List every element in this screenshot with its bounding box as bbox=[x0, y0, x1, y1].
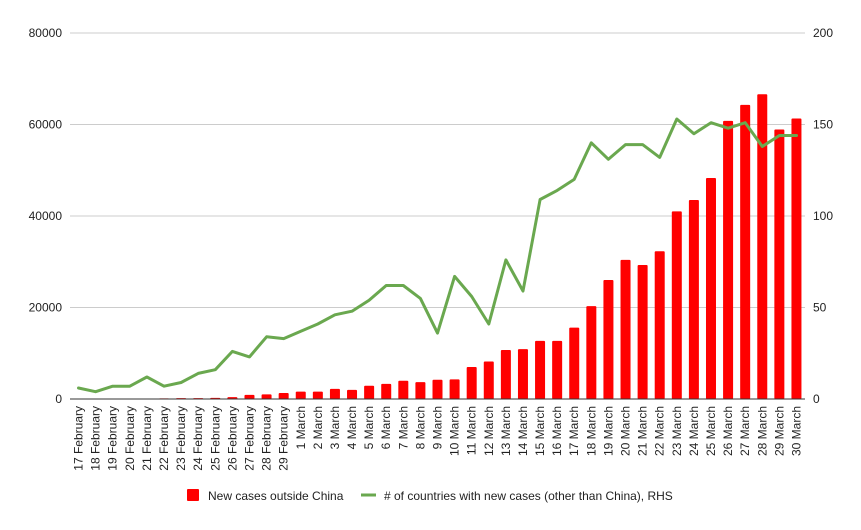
legend-label-line: # of countries with new cases (other tha… bbox=[384, 489, 673, 503]
bar bbox=[535, 340, 546, 399]
bar bbox=[312, 391, 323, 399]
x-tick-label: 29 March bbox=[772, 406, 786, 456]
y-left-tick-label: 0 bbox=[55, 392, 62, 406]
legend-label-bar: New cases outside China bbox=[208, 489, 344, 503]
right-axis-ticks: 0 50 100 150 200 bbox=[813, 26, 833, 406]
x-tick-label: 12 March bbox=[482, 406, 496, 456]
bar bbox=[347, 389, 358, 399]
x-tick-label: 10 March bbox=[448, 406, 462, 456]
x-tick-label: 21 February bbox=[140, 406, 154, 471]
x-tick-label: 18 February bbox=[89, 406, 103, 471]
y-left-tick-label: 60000 bbox=[29, 118, 63, 132]
x-tick-label: 23 March bbox=[670, 406, 684, 456]
x-tick-label: 9 March bbox=[431, 406, 445, 449]
bar bbox=[244, 394, 255, 399]
bar bbox=[398, 380, 409, 399]
bar bbox=[637, 264, 648, 399]
x-tick-label: 24 March bbox=[687, 406, 701, 456]
x-tick-label: 28 February bbox=[260, 406, 274, 471]
bar bbox=[791, 118, 802, 400]
x-tick-label: 26 March bbox=[721, 406, 735, 456]
x-tick-label: 23 February bbox=[174, 406, 188, 471]
bar bbox=[278, 393, 289, 399]
bar bbox=[552, 340, 563, 399]
x-tick-label: 22 February bbox=[157, 406, 171, 471]
x-tick-label: 15 March bbox=[533, 406, 547, 456]
x-tick-label: 28 March bbox=[755, 406, 769, 456]
x-tick-label: 17 February bbox=[72, 406, 86, 471]
x-tick-label: 24 February bbox=[191, 406, 205, 471]
legend-swatch-bar bbox=[187, 489, 199, 501]
bar bbox=[586, 306, 597, 399]
x-tick-label: 21 March bbox=[636, 406, 650, 456]
x-tick-label: 2 March bbox=[311, 406, 325, 449]
x-tick-label: 11 March bbox=[465, 406, 479, 455]
x-tick-label: 14 March bbox=[516, 406, 530, 456]
x-tick-label: 19 February bbox=[106, 406, 120, 471]
bar bbox=[483, 361, 494, 399]
x-tick-label: 20 February bbox=[123, 406, 137, 471]
x-tick-label: 7 March bbox=[396, 406, 410, 449]
x-tick-label: 20 March bbox=[619, 406, 633, 456]
bar bbox=[740, 104, 751, 399]
bar bbox=[688, 199, 699, 399]
bar bbox=[261, 394, 272, 399]
y-left-tick-label: 80000 bbox=[29, 26, 63, 40]
y-right-tick-label: 150 bbox=[813, 118, 833, 132]
bar bbox=[723, 120, 734, 399]
x-tick-label: 16 March bbox=[550, 406, 564, 456]
series-line bbox=[77, 117, 798, 394]
y-right-tick-label: 50 bbox=[813, 301, 827, 315]
bar bbox=[329, 388, 340, 399]
x-tick-label: 4 March bbox=[345, 406, 359, 449]
y-left-tick-label: 40000 bbox=[29, 209, 63, 223]
x-tick-label: 17 March bbox=[567, 406, 581, 456]
bar bbox=[466, 366, 477, 399]
x-tick-label: 27 March bbox=[738, 406, 752, 456]
bar bbox=[774, 129, 785, 399]
gridlines bbox=[70, 32, 805, 308]
x-tick-label: 29 February bbox=[277, 406, 291, 471]
y-right-tick-label: 0 bbox=[813, 392, 820, 406]
bar bbox=[671, 211, 682, 399]
bar bbox=[295, 391, 306, 399]
x-tick-label: 5 March bbox=[362, 406, 376, 449]
x-tick-label: 6 March bbox=[379, 406, 393, 449]
bar bbox=[449, 379, 460, 399]
x-tick-label: 22 March bbox=[653, 406, 667, 456]
y-left-tick-label: 20000 bbox=[29, 301, 63, 315]
x-tick-label: 30 March bbox=[790, 406, 804, 456]
bar-series bbox=[73, 94, 802, 400]
bar bbox=[654, 251, 665, 399]
bar bbox=[381, 383, 392, 399]
x-tick-label: 25 February bbox=[208, 406, 222, 471]
x-tick-label: 1 March bbox=[294, 406, 308, 449]
y-right-tick-label: 100 bbox=[813, 209, 833, 223]
bar bbox=[517, 349, 528, 399]
x-tick-label: 25 March bbox=[704, 406, 718, 456]
left-axis-ticks: 0 20000 40000 60000 80000 bbox=[29, 26, 63, 406]
x-tick-label: 26 February bbox=[225, 406, 239, 471]
bar bbox=[705, 178, 716, 399]
y-right-tick-label: 200 bbox=[813, 26, 833, 40]
x-tick-label: 3 March bbox=[328, 406, 342, 449]
x-tick-label: 18 March bbox=[584, 406, 598, 456]
bar bbox=[757, 94, 768, 400]
bar bbox=[364, 385, 375, 399]
bar bbox=[415, 382, 426, 399]
bar bbox=[569, 327, 580, 399]
x-tick-label: 19 March bbox=[601, 406, 615, 456]
bar bbox=[620, 259, 631, 399]
x-tick-label: 8 March bbox=[413, 406, 427, 449]
x-tick-label: 27 February bbox=[243, 406, 257, 471]
bar bbox=[603, 280, 614, 399]
x-tick-label: 13 March bbox=[499, 406, 513, 456]
line-series bbox=[77, 117, 798, 394]
bar bbox=[500, 350, 511, 399]
x-axis-ticks: 17 February 18 February 19 February 20 Febr… bbox=[72, 406, 804, 471]
legend: New cases outside China # of countries w… bbox=[187, 489, 673, 503]
bar bbox=[432, 379, 443, 399]
